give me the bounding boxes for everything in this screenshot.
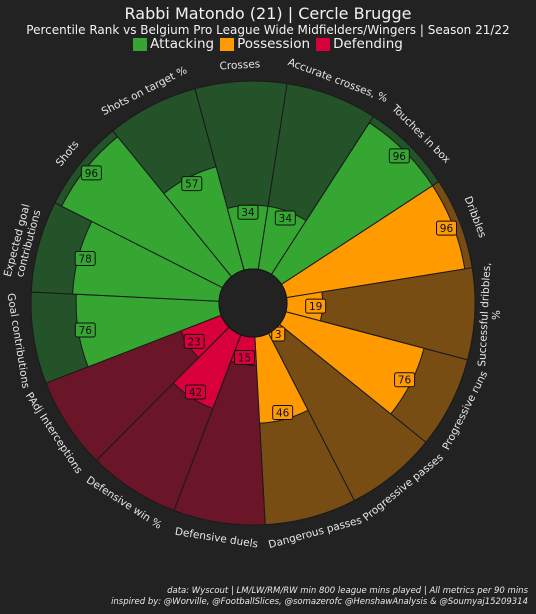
legend-label-defending: Defending xyxy=(333,36,403,52)
category-label-crosses: Crosses xyxy=(219,58,260,72)
chart-subtitle: Percentile Rank vs Belgium Pro League Wi… xyxy=(26,23,510,37)
legend-swatch-possession xyxy=(220,37,235,51)
category-label-line: Dribbles xyxy=(462,195,489,240)
footer-credits: inspired by: @Worville, @FootballSlices,… xyxy=(111,597,528,607)
footer-data-source: data: Wyscout | LM/LW/RM/RW min 800 leag… xyxy=(167,586,528,596)
category-label-line: Shots xyxy=(54,139,82,169)
category-label-line: Goal contributions xyxy=(4,292,31,389)
category-label-line: Successful dribbles, xyxy=(476,262,493,367)
value-box-dangerous-passes xyxy=(272,405,294,421)
value-box-shots xyxy=(80,165,102,181)
legend: Attacking Possession Defending xyxy=(0,36,536,52)
value-label-expected-goal-contributions: 78 xyxy=(78,254,91,266)
category-label-shots: Shots xyxy=(54,139,82,169)
value-label-progressive-passes: 3 xyxy=(275,329,282,341)
value-box-expected-goal-contributions xyxy=(74,251,96,267)
value-box-crosses xyxy=(237,204,259,220)
value-label-shots: 96 xyxy=(85,168,99,180)
chart-title: Rabbi Matondo (21) | Cercle Brugge xyxy=(124,4,412,23)
legend-label-possession: Possession xyxy=(237,36,311,52)
value-box-dribbles xyxy=(435,220,457,236)
value-label-shots-on-target: 57 xyxy=(185,179,198,191)
value-label-padj-interceptions: 23 xyxy=(188,336,201,348)
legend-swatch-defending xyxy=(316,37,331,51)
value-label-defensive-duels: 15 xyxy=(238,353,251,365)
category-label-line: Defensive duels xyxy=(174,526,259,551)
value-label-dribbles: 96 xyxy=(440,223,454,235)
value-box-shots-on-target xyxy=(181,176,203,192)
value-box-accurate-crosses xyxy=(274,210,296,226)
value-label-accurate-crosses: 34 xyxy=(279,213,293,225)
value-label-defensive-win: 42 xyxy=(189,387,202,399)
value-label-successful-dribbles: 19 xyxy=(309,301,322,313)
value-box-successful-dribbles xyxy=(305,298,327,314)
legend-label-attacking: Attacking xyxy=(150,36,215,52)
value-label-crosses: 34 xyxy=(241,207,255,219)
value-label-touches-in-box: 96 xyxy=(393,151,407,163)
category-label-line: % xyxy=(490,310,502,321)
value-box-padj-interceptions xyxy=(183,333,205,349)
value-box-goal-contributions xyxy=(74,322,96,338)
legend-item-possession: Possession xyxy=(220,36,310,52)
category-label-dribbles: Dribbles xyxy=(462,195,489,240)
value-label-progressive-runs: 76 xyxy=(398,375,412,387)
category-label-goal-contributions: Goal contributions xyxy=(4,292,31,389)
category-label-successful-dribbles: Successful dribbles,% xyxy=(476,262,505,367)
category-label-defensive-duels: Defensive duels xyxy=(174,526,259,551)
legend-swatch-attacking xyxy=(133,37,148,51)
center-hole xyxy=(218,268,288,338)
legend-item-attacking: Attacking xyxy=(133,36,214,52)
value-box-progressive-passes xyxy=(271,326,286,342)
value-box-progressive-runs xyxy=(394,372,416,388)
legend-item-defending: Defending xyxy=(316,36,403,52)
value-box-touches-in-box xyxy=(388,148,410,164)
category-label-line: Crosses xyxy=(219,58,260,72)
value-box-defensive-duels xyxy=(234,350,256,366)
value-label-goal-contributions: 76 xyxy=(79,325,93,337)
value-label-dangerous-passes: 46 xyxy=(276,408,290,420)
value-box-defensive-win xyxy=(185,384,207,400)
